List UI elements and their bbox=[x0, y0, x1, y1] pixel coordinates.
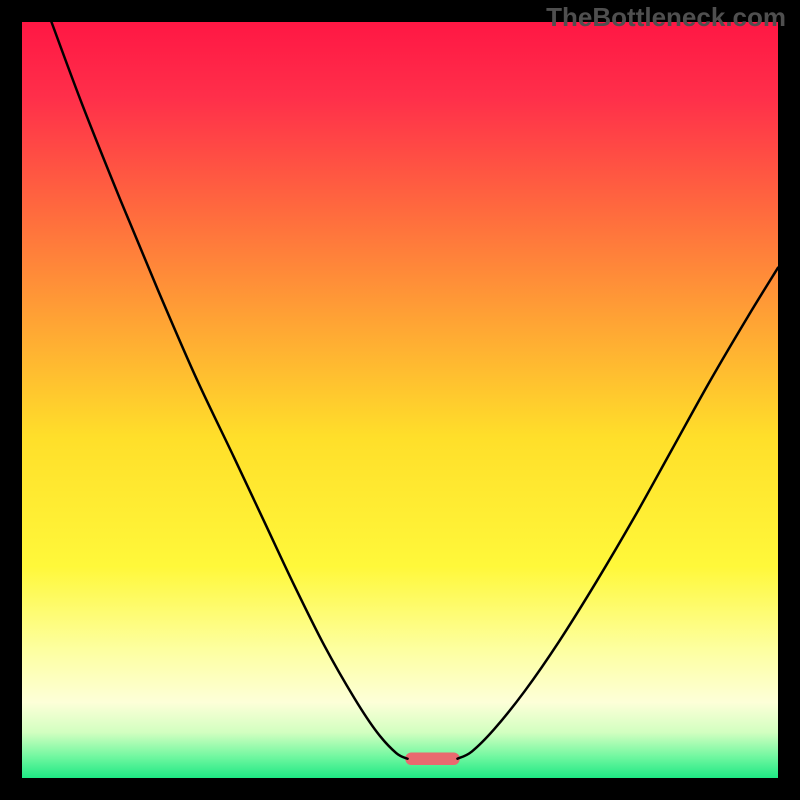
valley-marker bbox=[405, 752, 459, 764]
curve-left-branch bbox=[51, 22, 407, 759]
watermark-text: TheBottleneck.com bbox=[546, 2, 786, 33]
chart-container: TheBottleneck.com bbox=[0, 0, 800, 800]
plot-area bbox=[22, 22, 778, 778]
curve-right-branch bbox=[457, 268, 778, 759]
curve-layer bbox=[22, 22, 778, 778]
